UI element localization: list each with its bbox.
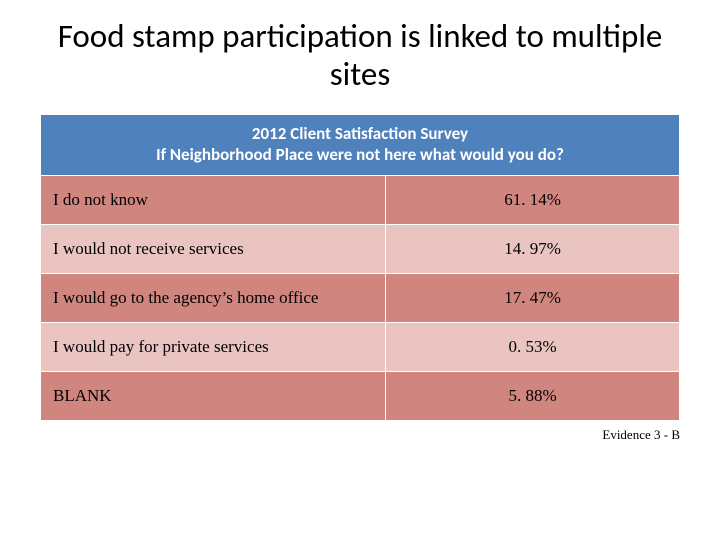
row-value: 14. 97% [386,225,680,274]
table-header-row: 2012 Client Satisfaction Survey If Neigh… [41,114,680,176]
table-header-line2: If Neighborhood Place were not here what… [47,144,673,165]
survey-table: 2012 Client Satisfaction Survey If Neigh… [40,114,680,422]
slide: Food stamp participation is linked to mu… [0,0,720,540]
table-row: I would pay for private services 0. 53% [41,323,680,372]
row-value: 0. 53% [386,323,680,372]
table-row: I do not know 61. 14% [41,176,680,225]
table-header-line1: 2012 Client Satisfaction Survey [47,123,673,144]
table-row: I would go to the agency’s home office 1… [41,274,680,323]
row-label: I would not receive services [41,225,386,274]
row-value: 5. 88% [386,372,680,421]
row-label: I would go to the agency’s home office [41,274,386,323]
table-row: BLANK 5. 88% [41,372,680,421]
slide-title: Food stamp participation is linked to mu… [40,18,680,94]
table-row: I would not receive services 14. 97% [41,225,680,274]
row-label: I do not know [41,176,386,225]
row-value: 17. 47% [386,274,680,323]
table-header-cell: 2012 Client Satisfaction Survey If Neigh… [41,114,680,176]
footer-note: Evidence 3 - B [40,427,680,443]
row-label: I would pay for private services [41,323,386,372]
row-value: 61. 14% [386,176,680,225]
table-body: I do not know 61. 14% I would not receiv… [41,176,680,421]
row-label: BLANK [41,372,386,421]
